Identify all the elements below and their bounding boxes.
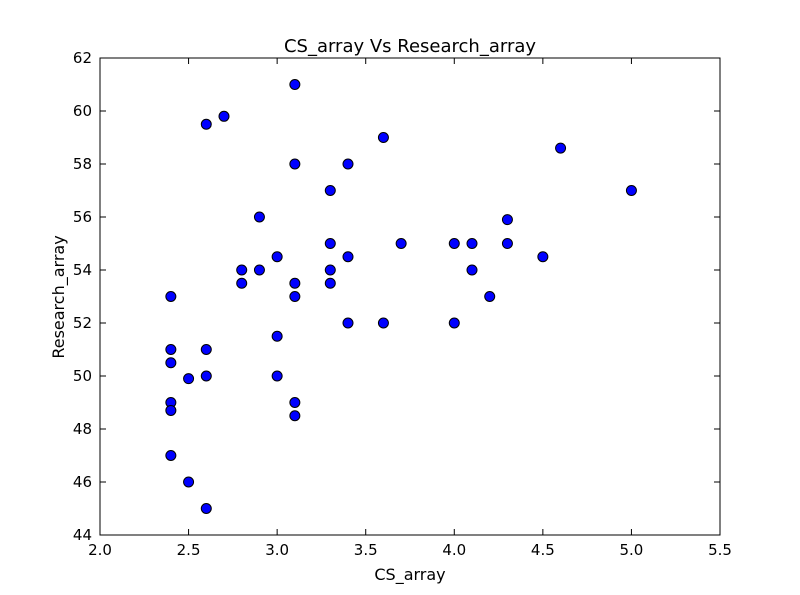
y-tick-label: 58 <box>73 155 92 173</box>
data-point <box>183 373 195 385</box>
data-point <box>289 397 301 408</box>
data-point <box>555 142 567 154</box>
plot-area <box>99 57 721 536</box>
x-tick-label: 3.0 <box>265 541 289 559</box>
x-tick-label: 3.5 <box>354 541 378 559</box>
y-tick-label: 50 <box>73 367 92 385</box>
y-tick-label: 56 <box>73 208 92 226</box>
x-tick-label: 4.5 <box>531 541 555 559</box>
data-point <box>324 185 336 196</box>
data-point <box>236 277 248 289</box>
data-point <box>342 158 354 170</box>
axis-ticks: 2.0 2.5 3.0 3.5 4.0 4.5 5.0 5.5 44 46 48 50 52 54 56 58… <box>73 49 732 559</box>
data-point <box>324 277 336 289</box>
data-point <box>342 251 354 263</box>
data-point <box>342 317 354 329</box>
data-point <box>253 264 265 276</box>
data-point <box>271 370 283 382</box>
data-point <box>324 238 336 249</box>
data-point <box>271 251 283 263</box>
data-point <box>448 238 460 249</box>
data-point <box>484 291 496 302</box>
data-point <box>377 132 389 143</box>
x-tick-label: 2.5 <box>177 541 201 559</box>
data-point <box>165 344 177 355</box>
data-point <box>200 503 212 514</box>
x-tick-label: 5.0 <box>619 541 643 559</box>
data-point <box>625 185 637 196</box>
data-point <box>253 211 265 223</box>
data-point <box>183 476 195 488</box>
data-point <box>289 291 301 302</box>
data-point <box>165 450 177 461</box>
data-point <box>165 291 177 302</box>
data-point <box>466 264 478 276</box>
data-point <box>377 317 389 329</box>
data-point <box>289 79 301 90</box>
data-point <box>236 264 248 276</box>
data-point <box>466 238 478 249</box>
data-point <box>165 404 177 416</box>
y-tick-label: 48 <box>73 420 92 438</box>
data-point <box>165 357 177 369</box>
data-point <box>271 330 283 342</box>
data-point <box>324 264 336 276</box>
y-tick-label: 54 <box>73 261 92 279</box>
chart-title: CS_array Vs Research_array <box>284 36 536 57</box>
x-axis-label: CS_array <box>374 565 445 585</box>
y-tick-label: 44 <box>73 526 92 544</box>
y-tick-label: 62 <box>73 49 92 67</box>
data-point <box>537 251 549 263</box>
data-point <box>200 370 212 382</box>
data-point <box>289 410 301 422</box>
data-point <box>200 118 212 130</box>
y-tick-label: 60 <box>73 102 92 120</box>
y-tick-label: 52 <box>73 314 92 332</box>
data-point <box>501 214 513 226</box>
y-axis-label: Research_array <box>49 235 69 358</box>
x-tick-label: 2.0 <box>88 541 112 559</box>
x-tick-label: 4.0 <box>442 541 466 559</box>
y-tick-label: 46 <box>73 473 92 491</box>
data-point <box>501 238 513 249</box>
data-point <box>218 110 230 122</box>
data-point <box>289 277 301 289</box>
data-point <box>200 344 212 355</box>
x-tick-label: 5.5 <box>708 541 732 559</box>
data-points <box>165 79 637 514</box>
data-point <box>448 317 460 329</box>
data-point <box>395 238 407 249</box>
data-point <box>289 158 301 170</box>
